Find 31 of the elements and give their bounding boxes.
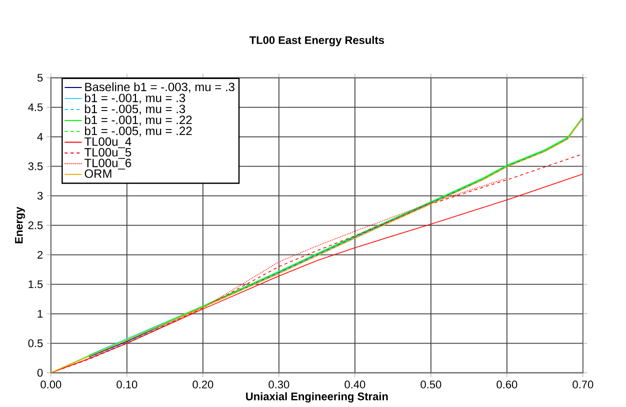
legend-label: TL00u_6 xyxy=(84,158,132,170)
legend-label: b1 = -.005, mu = .22 xyxy=(85,126,192,137)
legend-label: b1 = -.001, mu = .22 xyxy=(85,115,192,126)
x-tick-label: 0.30 xyxy=(268,380,290,388)
y-tick-label: 4.5 xyxy=(28,103,43,112)
x-tick-label: 0.20 xyxy=(192,380,214,388)
x-axis-title: Uniaxial Engineering Strain xyxy=(246,392,388,403)
legend-label: Baseline b1 = -.003, mu = .3 xyxy=(85,82,234,93)
x-tick-label: 0.50 xyxy=(420,380,442,388)
y-tick-label: 3 xyxy=(37,192,43,200)
x-tick-label: 0.40 xyxy=(344,380,366,388)
x-tick-label: 0.70 xyxy=(572,380,594,388)
y-tick-label: 1.5 xyxy=(28,280,43,288)
y-tick-label: 2.5 xyxy=(28,221,43,230)
y-tick-label: 0.5 xyxy=(28,339,43,348)
legend-label: TL00u_4 xyxy=(84,137,132,148)
y-tick-label: 4 xyxy=(37,133,43,141)
chart-title: TL00 East Energy Results xyxy=(249,36,384,46)
x-tick-label: 0.00 xyxy=(40,380,62,388)
y-tick-label: 2 xyxy=(38,250,43,259)
y-tick-label: 5 xyxy=(37,74,43,82)
legend-label: TL00u_5 xyxy=(84,148,132,159)
legend-label: ORM xyxy=(84,169,112,178)
legend-label: b1 = -.005, mu = .3 xyxy=(85,104,186,115)
y-tick-label: 0 xyxy=(37,368,43,377)
x-tick-label: 0.10 xyxy=(116,380,138,388)
y-axis-title: Energy xyxy=(15,206,25,244)
y-tick-label: 3.5 xyxy=(28,162,43,170)
legend-label: b1 = -.001, mu = .3 xyxy=(85,93,186,104)
y-tick-label: 1 xyxy=(38,310,43,318)
x-tick-label: 0.60 xyxy=(496,380,518,388)
